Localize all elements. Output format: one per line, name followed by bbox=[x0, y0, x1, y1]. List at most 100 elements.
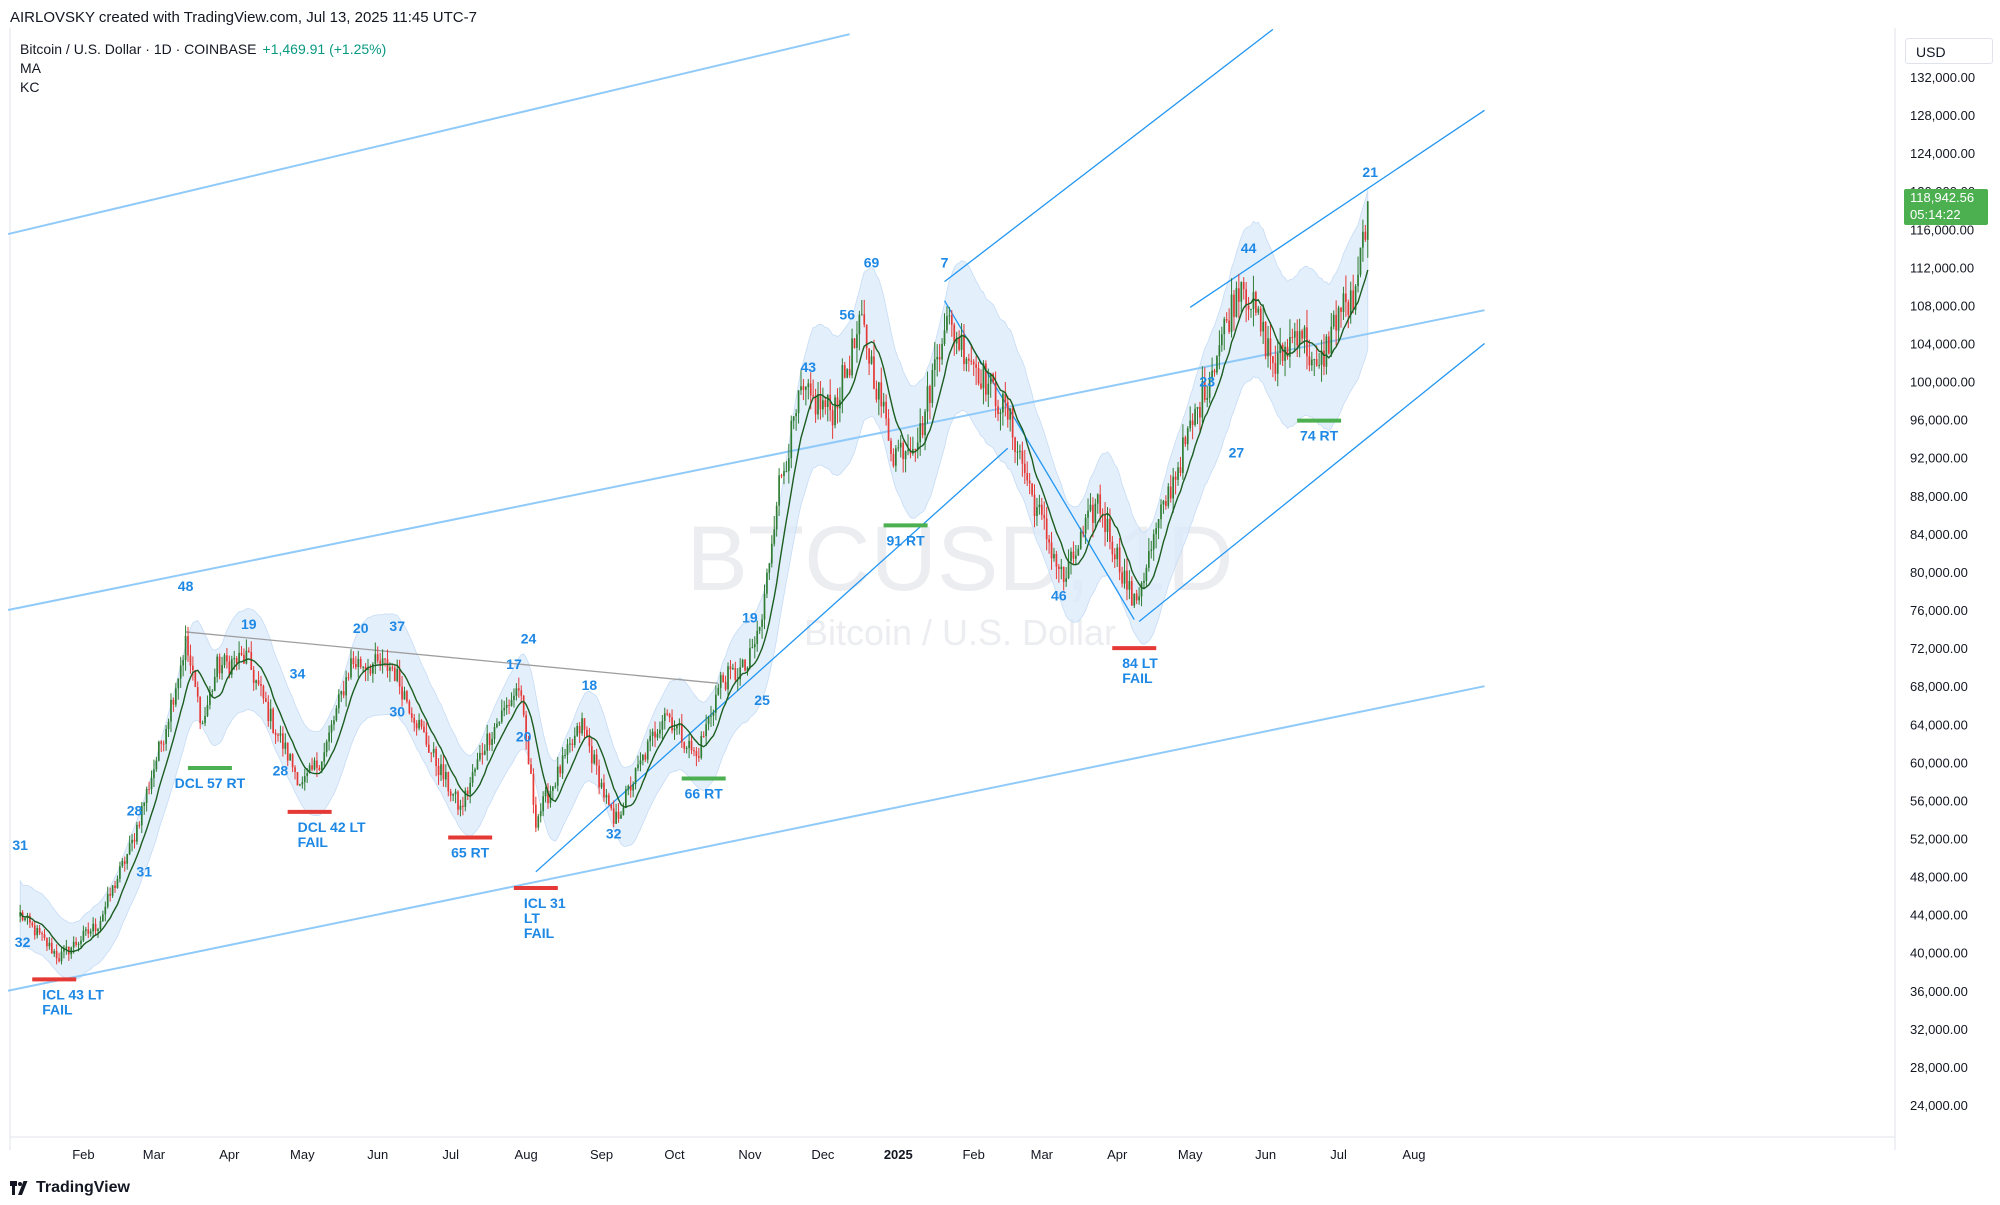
annotation-text: 28 bbox=[127, 803, 143, 819]
candle bbox=[1235, 281, 1238, 318]
symbol-title[interactable]: Bitcoin / U.S. Dollar · 1D · COINBASE bbox=[20, 41, 257, 57]
candle bbox=[642, 754, 644, 766]
candle bbox=[795, 409, 797, 431]
candle bbox=[333, 715, 335, 731]
candle bbox=[1310, 351, 1313, 372]
candle bbox=[33, 920, 36, 940]
trendlines[interactable] bbox=[7, 28, 1485, 992]
cycle-label: 46 bbox=[1051, 588, 1067, 604]
time-tick-label: Mar bbox=[1031, 1147, 1054, 1162]
candle bbox=[1169, 474, 1172, 503]
candle bbox=[282, 726, 284, 757]
candle bbox=[126, 853, 129, 870]
annotation-text: 69 bbox=[864, 254, 880, 270]
candle bbox=[1145, 564, 1148, 586]
candle bbox=[539, 803, 542, 823]
candle bbox=[860, 299, 863, 316]
candle bbox=[812, 379, 815, 399]
candle bbox=[136, 821, 138, 845]
annotation-text: FAIL bbox=[42, 1001, 73, 1017]
price-tick-label: 132,000.00 bbox=[1910, 70, 1975, 85]
candle bbox=[1252, 275, 1255, 327]
annotation-text: 43 bbox=[801, 359, 817, 375]
candle bbox=[269, 699, 272, 730]
candle bbox=[260, 675, 262, 697]
candle bbox=[206, 695, 209, 718]
candle bbox=[43, 929, 46, 941]
candle bbox=[274, 729, 277, 744]
candle bbox=[1230, 278, 1233, 338]
candle bbox=[1289, 319, 1291, 368]
candle bbox=[1026, 461, 1029, 487]
candle bbox=[1276, 339, 1279, 387]
candle bbox=[352, 651, 355, 669]
trend-line[interactable] bbox=[7, 685, 1485, 992]
candle bbox=[1364, 224, 1367, 242]
candle bbox=[1216, 355, 1218, 375]
cycle-label: 69 bbox=[864, 254, 880, 270]
candle bbox=[834, 394, 836, 429]
indicator-kc[interactable]: KC bbox=[20, 79, 40, 95]
cycle-label: 25 bbox=[754, 692, 770, 708]
cycle-label: 65 RT bbox=[448, 835, 493, 861]
candle bbox=[199, 696, 202, 730]
annotation-text: 66 RT bbox=[685, 786, 724, 802]
trend-line[interactable] bbox=[535, 447, 1009, 873]
candle bbox=[1155, 522, 1157, 549]
candle bbox=[1233, 289, 1235, 331]
candle bbox=[476, 752, 479, 770]
candle bbox=[578, 721, 581, 744]
candle bbox=[761, 614, 763, 639]
candle bbox=[972, 359, 975, 376]
time-axis[interactable]: Feb Mar Apr May Jun Jul Aug Sep Oct Nov Dec 2025 Feb… bbox=[72, 1147, 1425, 1162]
annotation-text: 46 bbox=[1051, 588, 1067, 604]
candle bbox=[824, 396, 827, 415]
candle bbox=[603, 774, 605, 802]
trend-line[interactable] bbox=[1138, 343, 1485, 622]
price-axis[interactable]: 132,000.00128,000.00124,000.00120,000.00… bbox=[1910, 70, 1975, 1113]
trend-line[interactable] bbox=[185, 631, 719, 684]
candle bbox=[1255, 290, 1257, 316]
candle bbox=[712, 709, 715, 726]
cycle-label: 28 bbox=[127, 803, 143, 819]
candle bbox=[1172, 467, 1175, 513]
trend-line[interactable] bbox=[7, 33, 850, 236]
candle bbox=[165, 725, 167, 751]
candle bbox=[1099, 484, 1102, 523]
candle bbox=[875, 380, 878, 403]
candle bbox=[515, 683, 518, 701]
trend-line[interactable] bbox=[944, 28, 1274, 283]
price-tick-label: 104,000.00 bbox=[1910, 337, 1975, 352]
candle bbox=[286, 742, 289, 767]
candle bbox=[335, 705, 338, 722]
candle bbox=[510, 692, 513, 707]
candle bbox=[612, 800, 615, 828]
candle bbox=[437, 758, 440, 785]
candle bbox=[1036, 497, 1038, 526]
candle bbox=[985, 360, 987, 402]
candle bbox=[503, 700, 506, 717]
price-change: +1,469.91 (+1.25%) bbox=[262, 41, 387, 57]
time-tick-label: Jun bbox=[367, 1147, 388, 1162]
candle bbox=[1269, 322, 1272, 370]
candle bbox=[958, 330, 960, 352]
candle bbox=[1135, 589, 1138, 605]
candle bbox=[350, 649, 352, 680]
cycle-label: 28 bbox=[273, 763, 289, 779]
candle bbox=[1084, 513, 1087, 544]
indicator-ma[interactable]: MA bbox=[20, 60, 41, 76]
currency-button[interactable]: USD bbox=[1905, 38, 1993, 64]
candle bbox=[1130, 576, 1133, 606]
candle bbox=[970, 343, 973, 366]
price-tick-label: 100,000.00 bbox=[1910, 375, 1975, 390]
tradingview-brand[interactable]: TradingView bbox=[8, 1179, 130, 1197]
candle bbox=[517, 677, 520, 698]
candle bbox=[744, 658, 746, 672]
candle bbox=[1096, 493, 1099, 514]
candle bbox=[29, 912, 31, 929]
candle bbox=[60, 946, 63, 965]
trend-line[interactable] bbox=[7, 309, 1485, 612]
price-tick-label: 64,000.00 bbox=[1910, 717, 1968, 732]
candle bbox=[890, 437, 892, 462]
